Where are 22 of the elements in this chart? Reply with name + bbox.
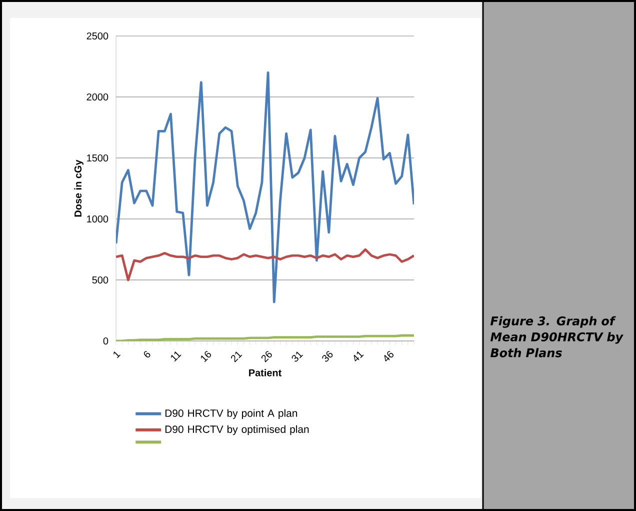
legend-label: D90 HRCTV by point A plan [165,409,298,419]
y-tick-label: 2500 [86,32,108,40]
y-tick-label: 500 [92,276,108,284]
legend-label: D90 HRCTV by optimised plan [165,425,309,436]
x-tick-label: 31 [292,352,304,362]
x-tick-label: 26 [261,351,272,362]
caption: Figure 3. Graph of Mean D90HRCTV by Both Plans [490,316,624,358]
y-tick-label: 2000 [86,93,108,101]
y-tick-label: 1500 [87,154,108,162]
x-tick-label: 21 [231,352,242,362]
y-tick-label: 0 [103,337,108,345]
x-tick-label: 6 [144,351,150,358]
x-tick-label: 11 [170,351,182,362]
y-tick-label: 1000 [87,215,108,223]
x-tick-label: 36 [322,351,333,362]
y-axis-title: Dose in cGy [74,160,84,217]
line-series [116,71,414,304]
x-tick-label: 41 [354,351,364,362]
x-tick-label: 16 [200,351,212,362]
x-tick-label: 46 [384,351,394,362]
x-tick-label: 1 [114,351,121,358]
x-axis-title: Patient [249,369,282,376]
